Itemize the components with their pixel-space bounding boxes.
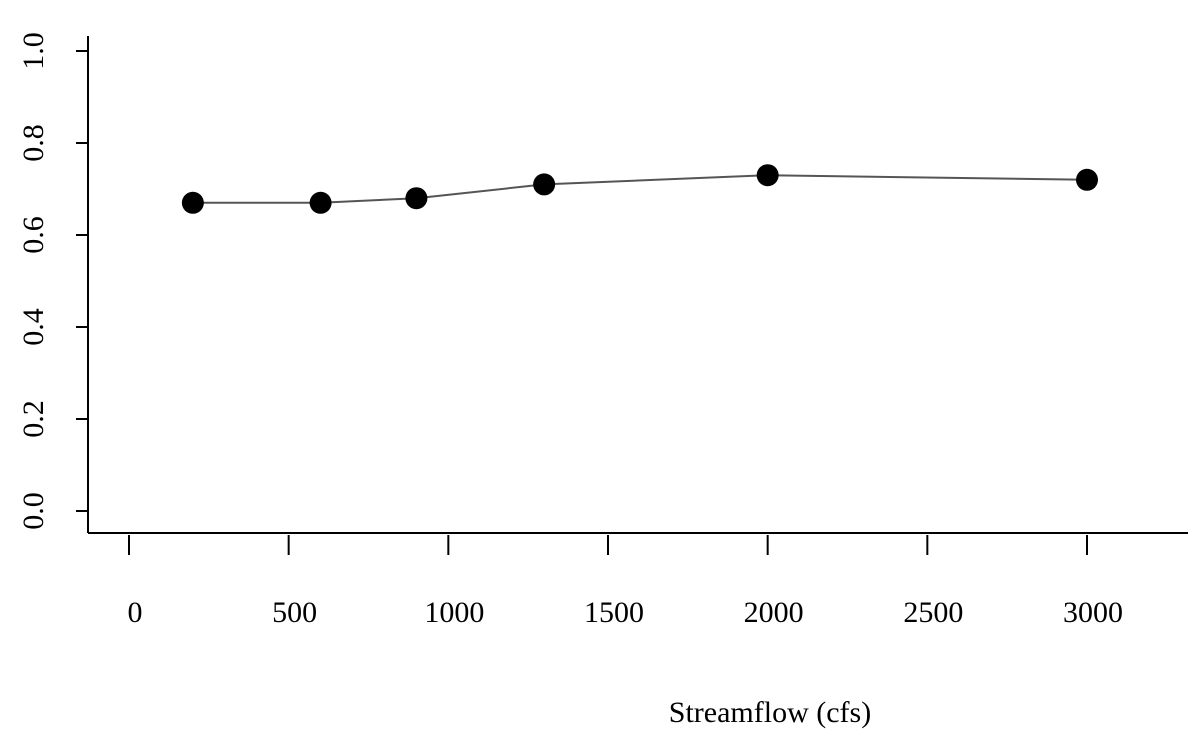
y-tick-label: 1.0 <box>17 32 50 70</box>
x-tick-label: 1500 <box>584 596 644 629</box>
series-line <box>192 174 1088 204</box>
point <box>1076 168 1098 191</box>
x-tick-label: 0 <box>128 596 143 629</box>
point <box>181 191 204 214</box>
x-tick-label: 3000 <box>1063 596 1123 629</box>
y-tick-label: 0.8 <box>17 124 50 162</box>
point <box>756 164 779 187</box>
x-tick-label: 1000 <box>424 596 484 629</box>
x-tick-label: 2500 <box>903 596 963 629</box>
x-tick-label: 2000 <box>744 596 804 629</box>
y-tick-label: 0.6 <box>17 216 50 254</box>
point <box>533 173 556 196</box>
x-axis-label: Streamflow (cfs) <box>669 696 871 729</box>
point <box>309 191 332 214</box>
point <box>405 187 428 210</box>
x-tick-label: 500 <box>272 596 317 629</box>
y-tick-label: 0.4 <box>17 308 50 346</box>
y-tick-label: 0.0 <box>17 492 50 530</box>
y-tick-label: 0.2 <box>17 400 50 438</box>
